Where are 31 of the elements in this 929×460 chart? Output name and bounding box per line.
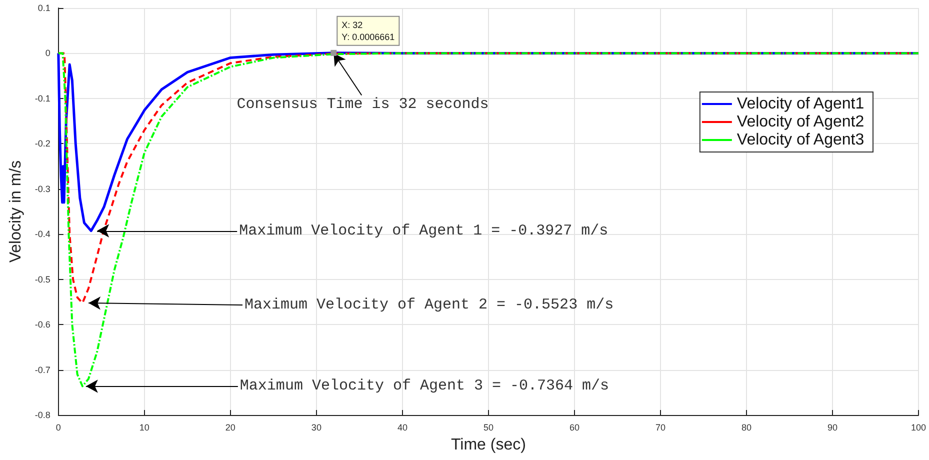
annotation: Maximum Velocity of Agent 2 = -0.5523 m/s [244,296,614,314]
y-tick-label: -0.7 [34,364,50,375]
x-tick-label: 90 [827,422,838,432]
legend-label: Velocity of Agent1 [736,96,864,112]
y-tick-label: -0.6 [34,320,50,330]
x-tick-label: 40 [397,422,408,432]
x-tick-label: 50 [483,422,494,432]
y-tick-label: -0.4 [34,229,50,240]
x-tick-label: 20 [225,422,236,432]
y-tick-label: -0.3 [34,184,50,194]
y-tick-label: -0.1 [34,93,50,104]
legend-label: Velocity of Agent3 [736,132,864,148]
x-tick-label: 10 [139,422,150,432]
x-tick-label: 0 [56,422,61,432]
y-tick-label: 0.1 [38,3,50,13]
annotation: Maximum Velocity of Agent 3 = -0.7364 m/s [240,378,609,395]
legend-label: Velocity of Agent2 [736,114,864,130]
x-tick-label: 100 [910,422,926,432]
x-axis-title: Time (sec) [450,436,526,454]
annotation: Consensus Time is 32 seconds [236,96,489,113]
x-tick-label: 60 [569,422,580,432]
y-tick-label: -0.8 [34,410,50,420]
x-tick-label: 70 [655,422,666,432]
y-tick-label: -0.5 [34,274,50,284]
annotation: Maximum Velocity of Agent 1 = -0.3927 m/s [239,222,608,240]
x-tick-label: 30 [311,422,322,432]
y-tick-label: -0.2 [34,138,50,149]
y-axis-title: Velocity in m/s [8,160,24,263]
y-tick-label: 0 [45,48,50,58]
annotation: X: 32 Y: 0.0006661 [342,20,395,42]
x-tick-label: 80 [741,422,752,432]
